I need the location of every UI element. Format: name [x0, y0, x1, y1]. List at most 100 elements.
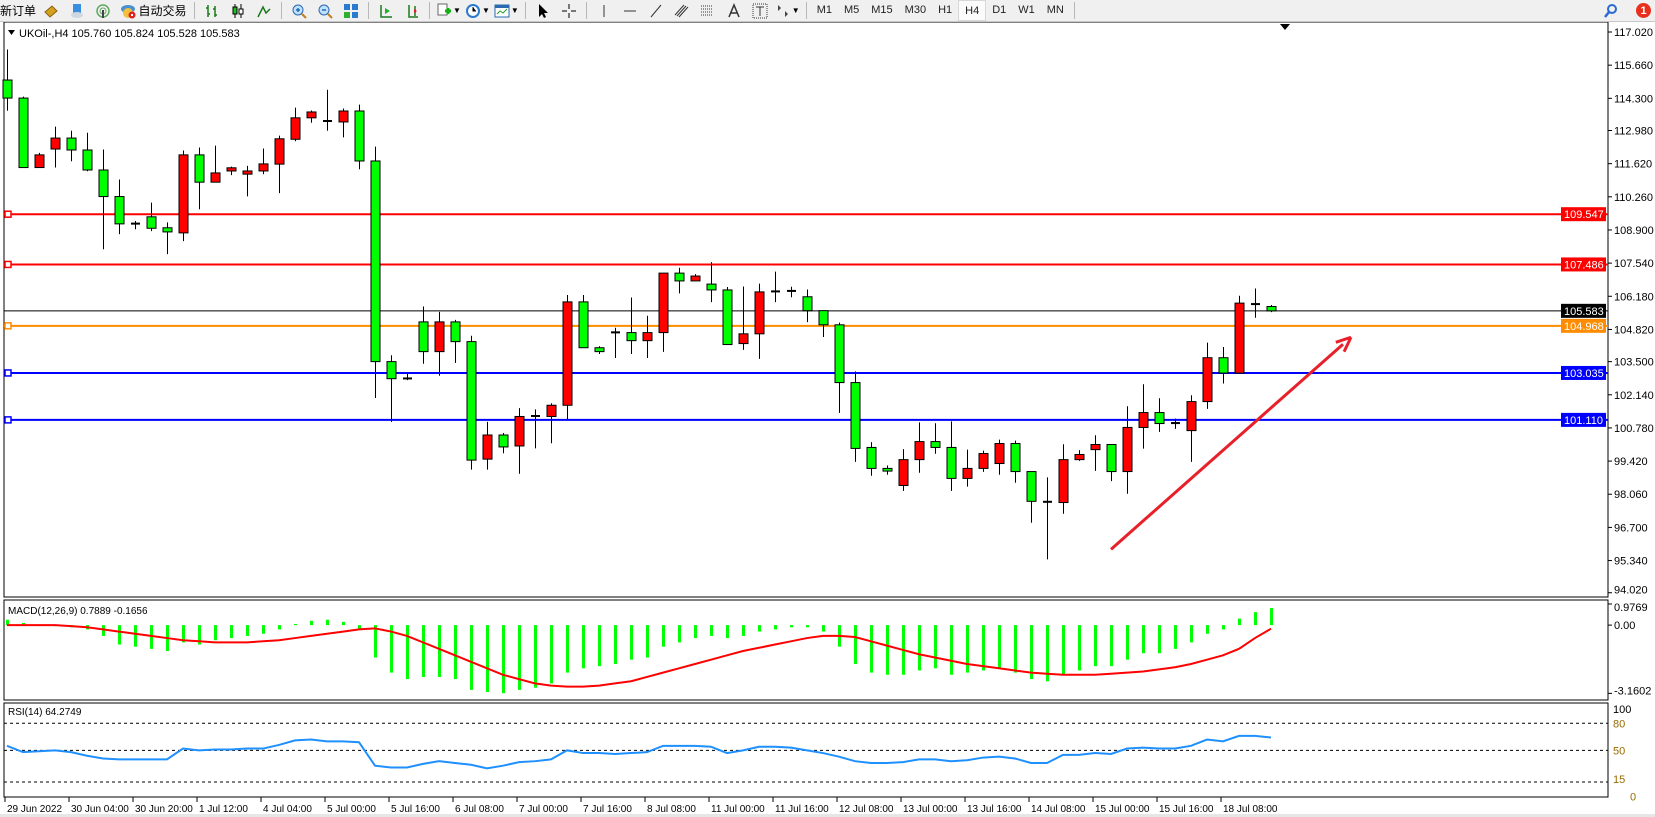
- timeframe-d1[interactable]: D1: [992, 3, 1007, 16]
- candle[interactable]: [242, 165, 253, 197]
- candle[interactable]: [1171, 418, 1180, 429]
- candle[interactable]: [178, 150, 189, 242]
- new-order-button[interactable]: 新订单: [0, 4, 37, 18]
- timeframe-m5[interactable]: M5: [843, 3, 860, 16]
- vertical-line-icon[interactable]: [593, 1, 615, 20]
- candle[interactable]: [306, 110, 317, 123]
- candle[interactable]: [1043, 477, 1052, 560]
- trendline-icon[interactable]: [645, 1, 667, 20]
- line-anchor-left[interactable]: [4, 210, 12, 218]
- candle[interactable]: [898, 449, 909, 491]
- candle[interactable]: [674, 267, 685, 294]
- equidistant-channel-icon[interactable]: [671, 1, 693, 20]
- candle[interactable]: [738, 286, 749, 350]
- candle[interactable]: [1186, 395, 1197, 462]
- candle[interactable]: [82, 132, 93, 172]
- timeframe-m15[interactable]: M15: [871, 3, 893, 16]
- line-anchor-left[interactable]: [4, 416, 12, 424]
- candle[interactable]: [722, 287, 733, 346]
- candle[interactable]: [611, 327, 620, 358]
- chevron-down-icon[interactable]: ▼: [453, 6, 461, 15]
- templates-icon[interactable]: ▼: [494, 1, 519, 20]
- candle[interactable]: [946, 421, 957, 491]
- candle[interactable]: [787, 286, 796, 298]
- chart-shift-icon[interactable]: [401, 1, 423, 20]
- candle[interactable]: [1138, 384, 1149, 449]
- candle[interactable]: [386, 355, 397, 422]
- notification-badge[interactable]: 1: [1636, 3, 1651, 18]
- candle[interactable]: [834, 322, 845, 413]
- candle[interactable]: [370, 146, 381, 398]
- macd-panel[interactable]: [3, 599, 1609, 701]
- candle[interactable]: [1266, 304, 1277, 313]
- candle[interactable]: [194, 147, 205, 210]
- bar-chart-icon[interactable]: [201, 1, 223, 20]
- candle[interactable]: [546, 403, 557, 444]
- line-chart-icon[interactable]: [253, 1, 275, 20]
- candle[interactable]: [531, 409, 540, 449]
- candle[interactable]: [1202, 342, 1213, 409]
- trend-arrow[interactable]: [1110, 343, 1344, 551]
- candle[interactable]: [642, 315, 653, 358]
- text-label-icon[interactable]: [749, 1, 771, 20]
- chevron-down-icon[interactable]: ▼: [481, 6, 490, 15]
- collapse-triangle-icon[interactable]: [8, 30, 15, 35]
- auto-trading-button[interactable]: 自动交易: [118, 1, 188, 20]
- candle[interactable]: [706, 262, 717, 303]
- tile-windows-icon[interactable]: [340, 1, 362, 20]
- candle[interactable]: [403, 374, 412, 381]
- search-icon[interactable]: [1600, 1, 1622, 20]
- candle[interactable]: [290, 107, 301, 142]
- candle[interactable]: [594, 346, 605, 355]
- fibonacci-icon[interactable]: [697, 1, 719, 20]
- candle[interactable]: [1106, 444, 1117, 482]
- candle[interactable]: [850, 371, 861, 462]
- candle[interactable]: [18, 96, 29, 169]
- candle[interactable]: [930, 423, 941, 454]
- candle[interactable]: [226, 166, 237, 176]
- timeframe-m30[interactable]: M30: [904, 3, 927, 16]
- chevron-down-icon[interactable]: ▼: [791, 6, 800, 15]
- candle[interactable]: [482, 421, 493, 470]
- candle[interactable]: [1234, 295, 1245, 374]
- candle[interactable]: [354, 104, 365, 170]
- candle[interactable]: [450, 319, 461, 363]
- periods-icon[interactable]: ▼: [465, 1, 490, 20]
- candle[interactable]: [1026, 471, 1037, 523]
- candle[interactable]: [626, 297, 637, 355]
- chart-shift-marker-icon[interactable]: [1280, 24, 1290, 30]
- candle[interactable]: [498, 433, 509, 454]
- terminal-icon[interactable]: [66, 1, 88, 20]
- candle[interactable]: [578, 295, 589, 349]
- timeframe-h1[interactable]: H1: [938, 3, 953, 16]
- candle[interactable]: [50, 126, 61, 168]
- chevron-down-icon[interactable]: ▼: [510, 6, 519, 15]
- candle[interactable]: [210, 145, 221, 183]
- candle[interactable]: [771, 271, 780, 303]
- candle[interactable]: [98, 149, 109, 250]
- timeframe-m1[interactable]: M1: [816, 3, 832, 16]
- candle[interactable]: [66, 130, 77, 162]
- candle[interactable]: [1058, 444, 1069, 514]
- candle[interactable]: [914, 422, 925, 473]
- candle[interactable]: [994, 439, 1005, 475]
- candle[interactable]: [418, 306, 429, 364]
- candle[interactable]: [818, 310, 829, 337]
- timeframe-w1[interactable]: W1: [1018, 3, 1035, 16]
- candle[interactable]: [978, 450, 989, 472]
- candle[interactable]: [274, 135, 285, 194]
- candle[interactable]: [658, 272, 669, 352]
- candle[interactable]: [962, 449, 973, 487]
- candle[interactable]: [1154, 398, 1165, 432]
- timeframe-mn[interactable]: MN: [1046, 3, 1064, 16]
- candle[interactable]: [146, 202, 157, 232]
- candle[interactable]: [258, 148, 269, 175]
- candle[interactable]: [1010, 440, 1021, 483]
- candle[interactable]: [323, 89, 332, 131]
- candle[interactable]: [514, 408, 525, 474]
- candle[interactable]: [690, 274, 701, 282]
- shapes-icon[interactable]: ▼: [775, 1, 800, 20]
- candle[interactable]: [1122, 406, 1133, 494]
- candle[interactable]: [562, 295, 573, 420]
- text-icon[interactable]: [723, 1, 745, 20]
